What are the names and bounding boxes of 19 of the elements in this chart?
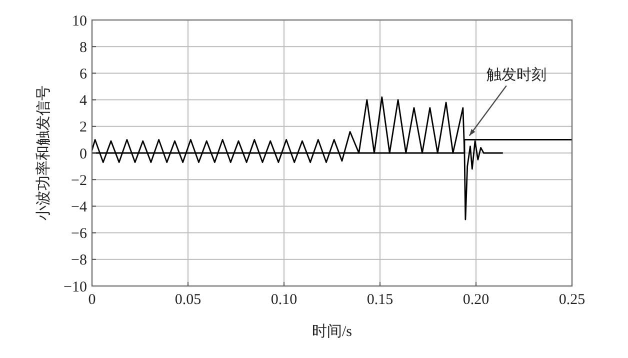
- x-tick-label: 0.05: [174, 292, 202, 308]
- y-tick-label: 6: [80, 66, 88, 82]
- x-axis-title: 时间/s: [312, 323, 352, 340]
- x-tick-label: 0.25: [558, 292, 586, 308]
- y-tick-label: −2: [71, 172, 87, 189]
- annotation: 触发时刻: [486, 66, 546, 84]
- y-tick-label: 4: [80, 93, 88, 110]
- y-tick-label: 0: [80, 146, 87, 162]
- y-tick-label: −6: [71, 226, 88, 242]
- y-axis-title: 小波功率和触发信号: [35, 86, 52, 220]
- y-tick-label: 2: [80, 120, 87, 136]
- x-tick-label: 0.15: [366, 292, 394, 308]
- x-tick-label: 0.20: [462, 292, 490, 308]
- y-tick-label: −4: [71, 199, 88, 216]
- y-tick-label: 8: [80, 40, 87, 56]
- y-tick-label: 10: [72, 13, 87, 30]
- x-tick-label: 0.10: [270, 292, 298, 308]
- y-tick-label: −10: [64, 279, 87, 296]
- y-tick-label: −8: [71, 252, 87, 269]
